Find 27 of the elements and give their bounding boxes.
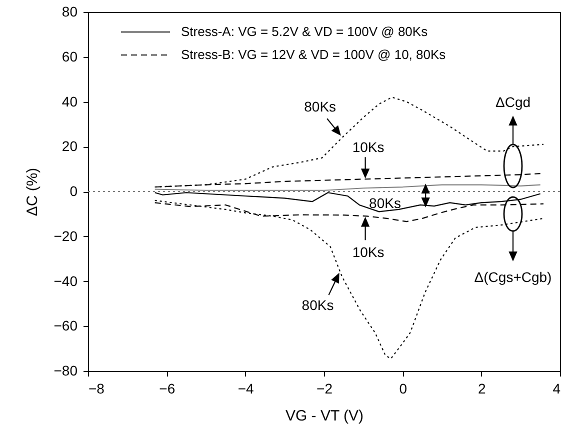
annotation: ΔCgd [495,94,531,110]
annotation: 80Ks [302,297,334,314]
y-tick-label: 0 [70,183,78,199]
y-tick-label: −60 [54,318,78,334]
x-tick-label: −4 [238,380,254,396]
annotation: 10Ks [352,244,384,260]
y-tick-label: −40 [54,272,78,289]
legend-label: Stress-A: VG = 5.2V & VD = 100V @ 80Ks [181,24,428,39]
x-axis-title: VG - VT (V) [285,408,364,424]
y-tick-label: −80 [54,362,78,378]
annotation: Δ(Cgs+Cgb) [474,269,552,285]
x-tick-label: −6 [159,380,176,396]
y-tick-label: −20 [54,228,78,244]
x-tick-label: 2 [478,380,486,396]
x-tick-label: 4 [552,380,561,396]
annotation: 80Ks [304,98,336,115]
y-tick-label: 40 [62,93,78,110]
y-tick-label: 80 [62,4,78,20]
x-tick-label: −8 [88,380,105,396]
y-tick-label: 60 [62,48,78,64]
annotation: 10Ks [352,139,384,156]
legend-label: Stress-B: VG = 12V & VD = 100V @ 10, 80Ks [181,47,446,62]
x-tick-label: −2 [316,380,333,396]
x-tick-label: 0 [399,380,408,396]
annotation: 80Ks [369,195,401,211]
y-tick-label: 20 [62,138,78,154]
y-axis-title: ΔC (%) [24,168,41,216]
